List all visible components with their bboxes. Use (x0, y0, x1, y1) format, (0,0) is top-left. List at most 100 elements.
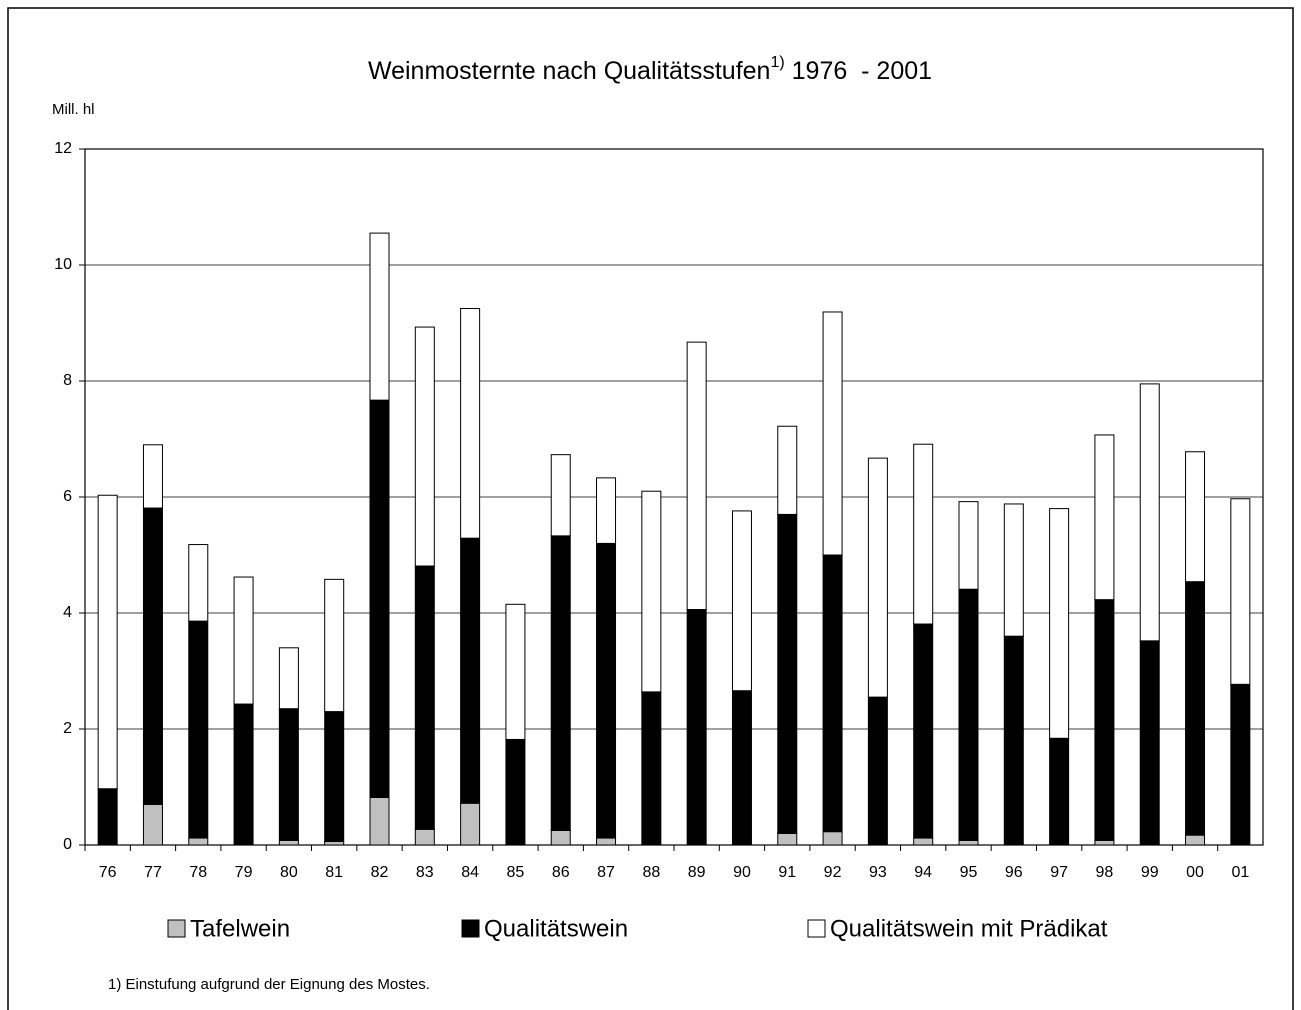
title-years: 1976 - 2001 (792, 57, 932, 85)
x-tick-label: 93 (869, 864, 887, 881)
x-tick-label: 80 (280, 864, 298, 881)
bar-segment (777, 425, 798, 515)
bar-segment (324, 711, 345, 843)
y-tick-label: 2 (63, 720, 72, 737)
y-tick-label: 8 (63, 372, 72, 389)
bar-segment (142, 444, 163, 509)
legend-swatch (461, 919, 480, 938)
bar-segment (505, 738, 526, 846)
bar-segment (142, 507, 163, 805)
x-tick-label: 84 (461, 864, 479, 881)
x-tick-label: 82 (371, 864, 389, 881)
bar-segment (1185, 834, 1206, 846)
bar-segment (550, 830, 571, 846)
bar-segment (460, 308, 481, 539)
bar-segment (1049, 737, 1070, 846)
bar-segment (913, 837, 934, 846)
bar-segment (1094, 599, 1115, 841)
y-tick-label: 0 (63, 836, 72, 853)
bar-segment (958, 839, 979, 846)
x-tick-label: 88 (642, 864, 660, 881)
x-tick-label: 83 (416, 864, 434, 881)
bar-segment (369, 232, 390, 401)
bar-segment (278, 708, 299, 841)
bar-segment (414, 828, 435, 846)
x-tick-label: 86 (552, 864, 570, 881)
bar-segment (1049, 508, 1070, 739)
bar-segment (686, 609, 707, 846)
x-tick-label: 79 (235, 864, 253, 881)
y-axis-label: Mill. hl (52, 101, 95, 118)
bar-segment (596, 542, 617, 839)
bar-segment (1139, 640, 1160, 846)
bar-segment (233, 576, 254, 705)
bar-segment (369, 796, 390, 846)
x-tick-label: 92 (824, 864, 842, 881)
bar-segment (97, 788, 118, 846)
x-tick-label: 98 (1096, 864, 1114, 881)
chart-title: Weinmosternte nach Qualitätsstufen1) 197… (368, 54, 932, 84)
bar-segment (1094, 839, 1115, 846)
x-tick-label: 95 (960, 864, 978, 881)
bar-segment (460, 802, 481, 846)
title-space (785, 57, 792, 85)
bar-segment (867, 457, 888, 698)
bar-segment (188, 837, 209, 846)
bar-segment (777, 513, 798, 834)
bar-segment (641, 490, 662, 693)
x-tick-label: 90 (733, 864, 751, 881)
legend-label: Tafelwein (190, 915, 290, 942)
x-tick-label: 78 (189, 864, 207, 881)
x-tick-label: 94 (914, 864, 932, 881)
x-tick-label: 96 (1005, 864, 1023, 881)
bar-segment (867, 696, 888, 846)
bar-segment (188, 620, 209, 839)
legend-label: Qualitätswein mit Prädikat (830, 915, 1108, 942)
x-tick-label: 81 (325, 864, 343, 881)
y-tick-label: 12 (54, 140, 72, 157)
x-tick-label: 89 (688, 864, 706, 881)
x-tick-label: 99 (1141, 864, 1159, 881)
bar-segment (1003, 635, 1024, 846)
bar-segment (460, 537, 481, 804)
bar-segment (1230, 683, 1251, 846)
bar-segment (550, 535, 571, 831)
bar-segment (596, 837, 617, 846)
x-tick-label: 76 (99, 864, 117, 881)
bar-segment (913, 443, 934, 625)
bar-segment (822, 311, 843, 556)
x-tick-label: 00 (1186, 864, 1204, 881)
frame (7, 7, 1294, 1010)
x-tick-label: 91 (778, 864, 796, 881)
bar-segment (142, 803, 163, 846)
bar-segment (596, 477, 617, 544)
x-tick-label: 87 (597, 864, 615, 881)
x-tick-label: 85 (507, 864, 525, 881)
bar-segment (731, 510, 752, 692)
x-tick-label: 97 (1050, 864, 1068, 881)
bar-segment (414, 565, 435, 830)
bar-segment (777, 832, 798, 846)
bar-segment (505, 603, 526, 740)
bar-segment (324, 841, 345, 846)
y-tick-label: 6 (63, 488, 72, 505)
bar-segment (686, 341, 707, 611)
bar-segment (1230, 498, 1251, 685)
legend-swatch (167, 919, 186, 938)
bar-segment (731, 690, 752, 846)
footnote: 1) Einstufung aufgrund der Eignung des M… (108, 976, 430, 993)
legend-label: Qualitätswein (484, 915, 628, 942)
y-tick-label: 10 (54, 256, 72, 273)
bar-segment (822, 831, 843, 846)
bar-segment (1185, 451, 1206, 583)
bar-segment (958, 588, 979, 841)
x-tick-label: 77 (144, 864, 162, 881)
bar-segment (913, 623, 934, 839)
bar-segment (1185, 581, 1206, 836)
bar-segment (233, 703, 254, 846)
bar-segment (278, 839, 299, 846)
bar-segment (1003, 503, 1024, 637)
bar-segment (550, 454, 571, 537)
legend-swatch (807, 919, 826, 938)
